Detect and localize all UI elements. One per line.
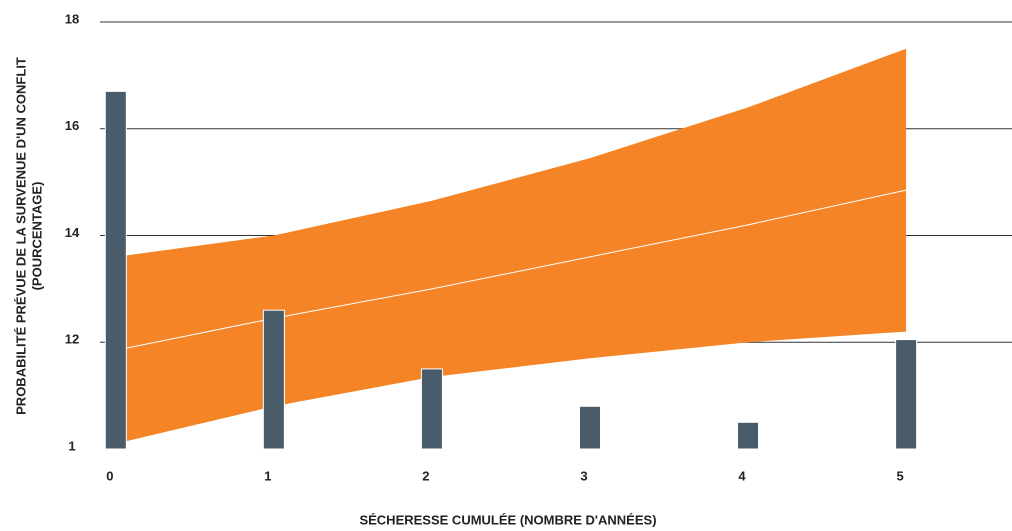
y-tick-label: 14: [65, 225, 80, 240]
bar: [104, 90, 127, 450]
y-tick-label: 16: [65, 118, 79, 133]
x-tick-label: 3: [580, 468, 587, 483]
prediction-line: [115, 189, 907, 351]
y-axis-label: PROBABILITÉ PRÉVUE DE LA SURVENUE D'UN C…: [13, 57, 44, 415]
y-axis-label-line: (POURCENTAGE): [29, 182, 44, 291]
bar: [578, 405, 601, 450]
y-axis-label-line: PROBABILITÉ PRÉVUE DE LA SURVENUE D'UN C…: [13, 57, 28, 415]
bar: [420, 368, 443, 450]
x-tick-label: 4: [738, 468, 746, 483]
x-tick-label: 0: [106, 468, 113, 483]
x-tick-label: 5: [896, 468, 903, 483]
y-tick-label: 12: [65, 332, 79, 347]
y-tick-label: 18: [65, 11, 79, 26]
x-tick-label: 2: [422, 468, 429, 483]
bar: [737, 421, 760, 450]
confidence-band: [115, 48, 907, 444]
bar: [895, 339, 918, 450]
bar: [262, 309, 285, 450]
y-tick-label: 1: [68, 438, 75, 453]
x-tick-label: 1: [264, 468, 271, 483]
x-axis-label: SÉCHERESSE CUMULÉE (NOMBRE D'ANNÉES): [359, 512, 656, 527]
